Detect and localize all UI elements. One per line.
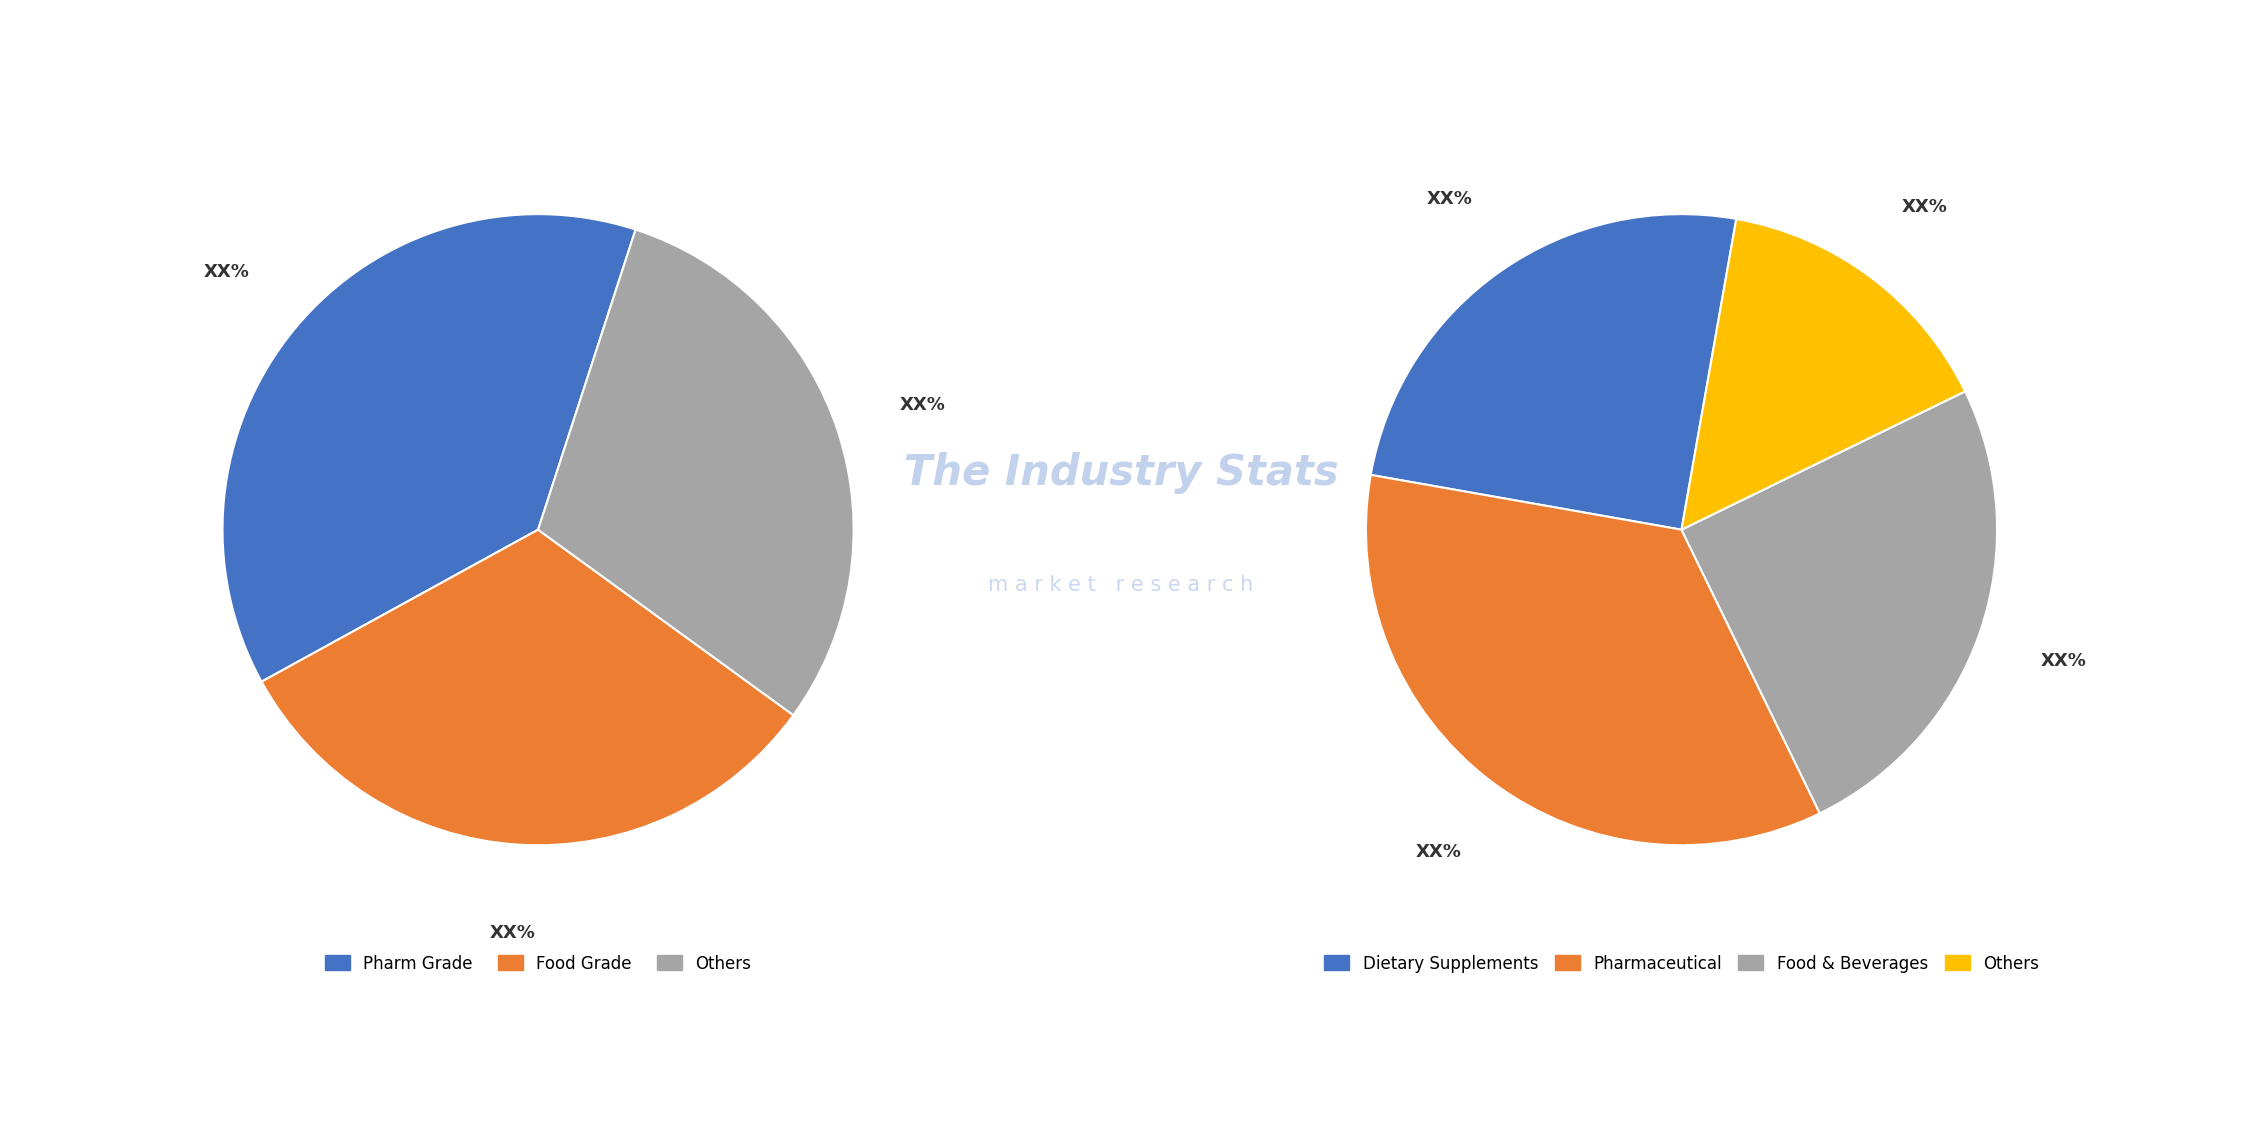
- Legend: Pharm Grade, Food Grade, Others: Pharm Grade, Food Grade, Others: [316, 947, 760, 980]
- Text: The Industry Stats: The Industry Stats: [904, 452, 1338, 495]
- Wedge shape: [1365, 474, 1821, 845]
- Text: XX%: XX%: [1426, 189, 1473, 207]
- Text: XX%: XX%: [899, 396, 946, 414]
- Wedge shape: [262, 530, 794, 845]
- Text: XX%: XX%: [2040, 653, 2087, 671]
- Wedge shape: [1682, 219, 1966, 530]
- Text: XX%: XX%: [489, 924, 536, 942]
- Text: Fig. Global Nicotinamide Mononucleotide (NMN) Market Share by Product Types & Ap: Fig. Global Nicotinamide Mononucleotide …: [383, 37, 1859, 64]
- Wedge shape: [1682, 391, 1998, 814]
- Text: XX%: XX%: [204, 264, 249, 282]
- Wedge shape: [1370, 214, 1735, 530]
- Text: XX%: XX%: [1901, 198, 1948, 216]
- Text: XX%: XX%: [1415, 843, 1462, 861]
- Text: Website: www.theindustrystats.com: Website: www.theindustrystats.com: [1829, 1071, 2197, 1088]
- Legend: Dietary Supplements, Pharmaceutical, Food & Beverages, Others: Dietary Supplements, Pharmaceutical, Foo…: [1316, 947, 2047, 980]
- Text: Email: sales@theindustrystats.com: Email: sales@theindustrystats.com: [944, 1071, 1298, 1088]
- Text: m a r k e t   r e s e a r c h: m a r k e t r e s e a r c h: [989, 575, 1253, 595]
- Text: Source: Theindustrystats Analysis: Source: Theindustrystats Analysis: [45, 1071, 390, 1088]
- Wedge shape: [538, 230, 854, 716]
- Wedge shape: [222, 214, 634, 682]
